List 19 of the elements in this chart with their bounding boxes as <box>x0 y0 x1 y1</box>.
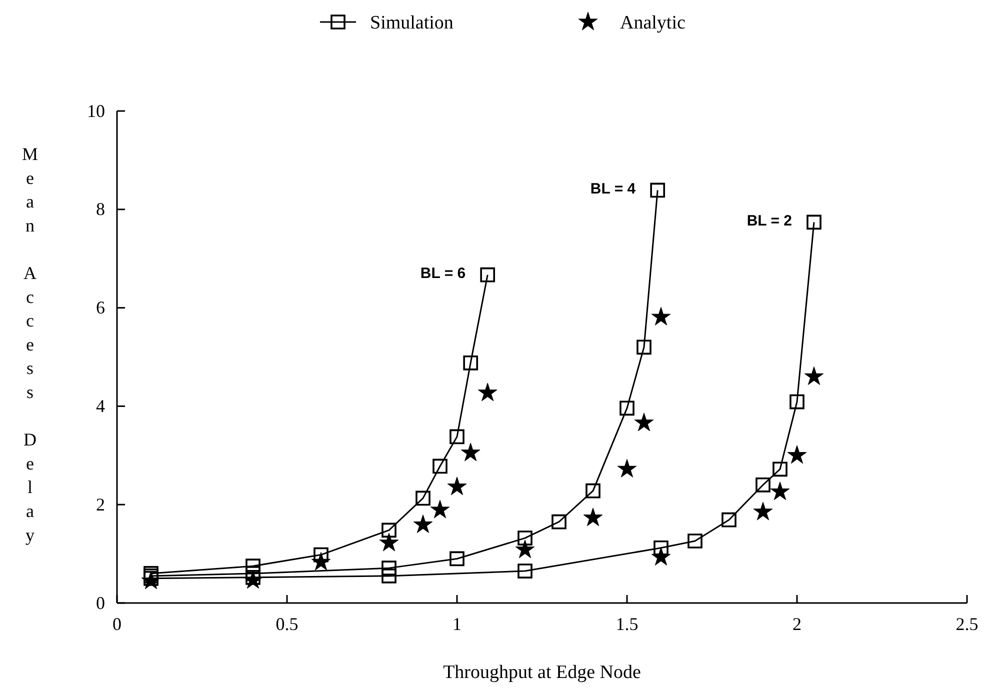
x-tick-label: 1.5 <box>616 614 638 634</box>
legend-label: Simulation <box>370 12 454 34</box>
x-tick-label: 0 <box>112 614 122 634</box>
x-tick-label: 0.5 <box>276 614 298 634</box>
y-tick-label: 2 <box>96 494 105 514</box>
x-tick-label: 1 <box>452 614 462 634</box>
y-tick-label: 10 <box>87 100 105 121</box>
y-tick-label: 6 <box>96 298 105 318</box>
annotation: BL = 6 <box>420 265 466 282</box>
y-tick-label: 8 <box>96 199 105 220</box>
x-tick-label: 2 <box>792 614 802 634</box>
y-tick-label: 4 <box>96 396 105 416</box>
legend-label: Analytic <box>620 12 686 34</box>
x-tick-label: 2.5 <box>956 614 978 634</box>
annotation: BL = 4 <box>590 180 636 198</box>
x-axis-title: Throughput at Edge Node <box>443 662 641 683</box>
y-tick-label: 0 <box>96 592 105 613</box>
annotation: BL = 2 <box>746 212 792 230</box>
text: Mean Access Delay <box>22 144 38 545</box>
